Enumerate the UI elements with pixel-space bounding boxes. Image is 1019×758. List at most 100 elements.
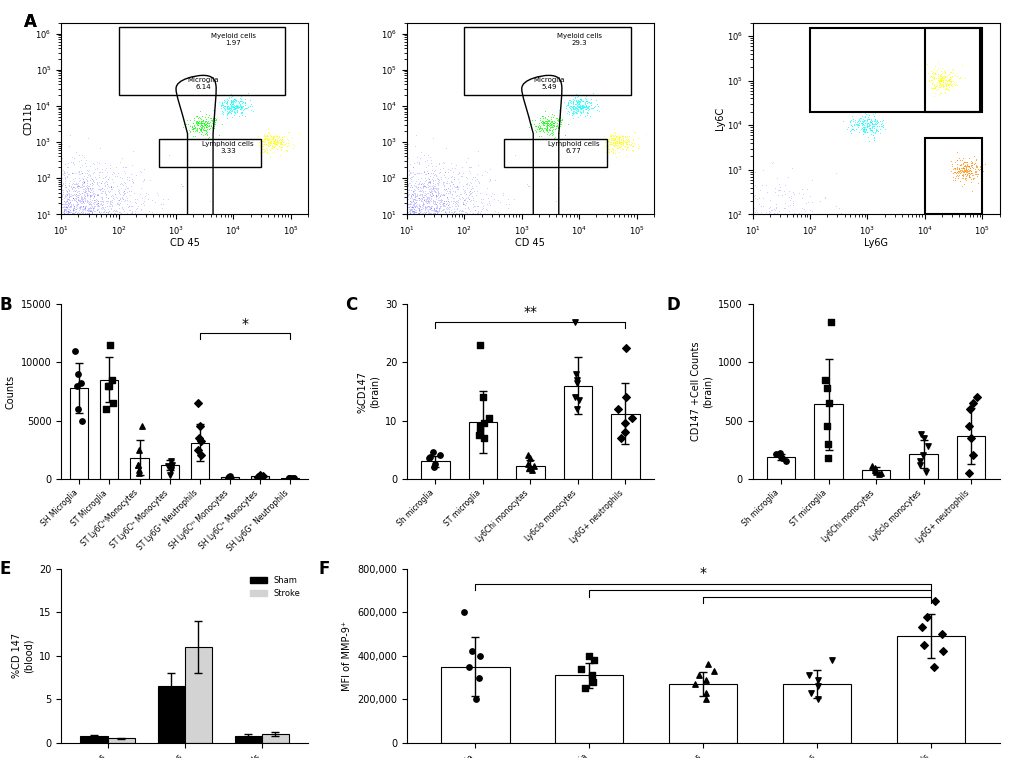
Point: [937, 74, 954, 86]
Point: [571, 96, 587, 108]
Point: [751, 274, 767, 286]
Point: [400, 169, 417, 181]
Point: [473, 221, 489, 233]
Point: [426, 168, 442, 180]
Point: [51, 218, 67, 230]
Point: [391, 187, 408, 199]
Point: [392, 205, 409, 217]
Point: [65, 228, 82, 240]
Point: [729, 233, 745, 246]
Point: [61, 208, 77, 221]
Point: [428, 205, 444, 218]
Point: [756, 271, 772, 283]
Point: [437, 183, 453, 196]
Point: [414, 190, 430, 202]
Point: [763, 221, 780, 233]
Point: [947, 167, 963, 179]
Point: [224, 104, 240, 116]
Point: [529, 121, 545, 133]
Point: [36, 199, 52, 211]
Point: [359, 211, 375, 224]
Point: [483, 248, 499, 260]
Point: [703, 270, 719, 282]
Point: [458, 156, 474, 168]
Point: [99, 200, 115, 212]
Point: [35, 211, 51, 223]
Point: [398, 184, 415, 196]
Point: [375, 208, 391, 220]
Bar: [564, 386, 592, 478]
Point: [602, 133, 619, 146]
Point: [618, 136, 634, 148]
Point: [415, 222, 431, 234]
Point: [760, 211, 776, 223]
Point: [800, 283, 816, 295]
Point: [0, 193, 12, 205]
Point: [224, 101, 240, 113]
Point: [29, 198, 45, 210]
Point: [70, 252, 87, 264]
Point: [435, 224, 451, 236]
Point: [389, 180, 406, 193]
Point: [23, 202, 40, 214]
Point: [0, 198, 9, 210]
Point: [752, 251, 768, 263]
Point: [704, 246, 720, 258]
Point: [385, 215, 401, 227]
Point: [722, 252, 739, 264]
Point: [749, 253, 765, 265]
Point: [343, 221, 360, 233]
Point: [410, 219, 426, 231]
Point: [414, 180, 430, 192]
Point: [350, 175, 366, 187]
Point: [45, 243, 61, 255]
Point: [607, 130, 624, 142]
Point: [57, 174, 73, 186]
Point: [796, 249, 812, 262]
Point: [385, 198, 401, 210]
Point: [796, 282, 812, 294]
Point: [427, 192, 443, 204]
Point: [62, 196, 78, 208]
Point: [84, 211, 100, 224]
Point: [88, 217, 104, 229]
Point: [785, 243, 801, 255]
Point: [127, 209, 144, 221]
Point: [53, 184, 69, 196]
Point: [410, 215, 426, 227]
Point: [775, 274, 792, 287]
Point: [436, 234, 452, 246]
Point: [774, 283, 791, 296]
Point: [393, 217, 410, 229]
Point: [58, 196, 74, 208]
Point: [618, 143, 634, 155]
Point: [11, 211, 28, 224]
Point: [159, 460, 175, 472]
Point: [427, 247, 443, 259]
Point: [13, 209, 30, 221]
Point: [872, 114, 889, 127]
Point: [25, 185, 42, 197]
Point: [152, 198, 168, 210]
Point: [71, 175, 88, 187]
Point: [446, 186, 463, 198]
Point: [793, 225, 809, 237]
Point: [94, 260, 110, 272]
Point: [377, 222, 393, 234]
Point: [372, 208, 388, 220]
Point: [749, 249, 765, 262]
Point: [63, 167, 79, 179]
Point: [415, 226, 431, 238]
Point: [66, 276, 83, 288]
Point: [193, 122, 209, 134]
Point: [761, 265, 777, 277]
Point: [966, 165, 982, 177]
Point: [856, 117, 872, 129]
Point: [767, 271, 784, 283]
Point: [131, 187, 148, 199]
Point: [87, 199, 103, 211]
Point: [608, 135, 625, 147]
Point: [379, 225, 395, 237]
Point: [432, 245, 448, 257]
Point: [102, 243, 118, 255]
